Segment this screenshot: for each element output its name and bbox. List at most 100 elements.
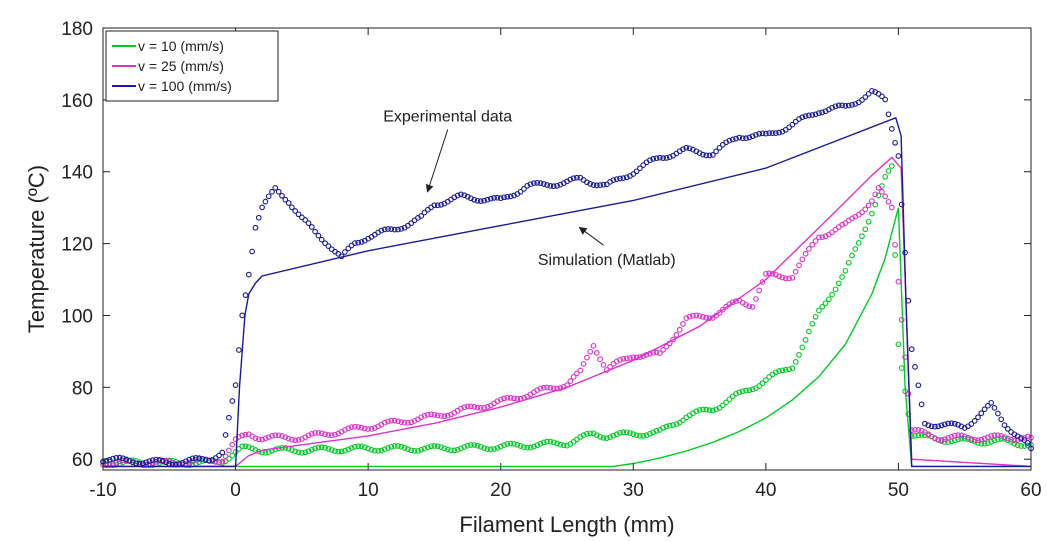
data-point bbox=[192, 455, 199, 461]
data-point bbox=[282, 196, 289, 203]
data-point bbox=[772, 130, 779, 136]
data-point bbox=[683, 315, 690, 321]
data-point bbox=[975, 437, 981, 444]
data-point bbox=[113, 454, 120, 461]
data-point bbox=[799, 114, 806, 121]
data-point bbox=[898, 201, 905, 208]
data-point bbox=[816, 234, 822, 241]
data-point bbox=[829, 229, 835, 236]
data-point bbox=[673, 332, 680, 338]
data-point bbox=[600, 181, 607, 188]
data-point bbox=[401, 445, 408, 451]
data-point bbox=[839, 102, 845, 109]
data-point bbox=[696, 150, 703, 156]
data-point bbox=[613, 176, 620, 182]
data-point bbox=[229, 398, 236, 404]
y-tick-label: 100 bbox=[61, 306, 93, 327]
data-point bbox=[438, 444, 444, 450]
data-point bbox=[746, 134, 753, 141]
data-point bbox=[385, 445, 391, 451]
data-point bbox=[239, 432, 246, 439]
data-point bbox=[1004, 435, 1011, 442]
data-point bbox=[255, 214, 262, 221]
data-point bbox=[763, 130, 769, 137]
data-point bbox=[855, 240, 862, 246]
data-point bbox=[647, 157, 653, 164]
data-point bbox=[802, 113, 809, 119]
data-point bbox=[716, 309, 723, 316]
x-tick-label: 20 bbox=[490, 480, 511, 501]
data-point bbox=[265, 193, 272, 200]
data-point bbox=[491, 446, 497, 452]
data-point bbox=[991, 432, 998, 439]
data-point bbox=[146, 458, 153, 464]
data-point bbox=[501, 442, 507, 448]
data-point bbox=[690, 312, 696, 319]
data-point bbox=[381, 226, 388, 233]
data-point bbox=[514, 395, 521, 402]
data-point bbox=[166, 458, 173, 465]
data-point bbox=[441, 445, 448, 452]
data-point bbox=[441, 413, 448, 420]
data-point bbox=[660, 155, 666, 161]
data-point bbox=[282, 434, 289, 441]
data-point bbox=[865, 202, 872, 209]
data-point bbox=[315, 232, 322, 239]
data-point bbox=[991, 405, 998, 411]
data-point bbox=[504, 441, 511, 447]
data-point bbox=[912, 426, 918, 433]
data-point bbox=[477, 198, 484, 204]
x-tick-label: 0 bbox=[230, 480, 241, 501]
y-tick-label: 80 bbox=[72, 378, 93, 399]
data-point bbox=[408, 220, 415, 227]
data-point bbox=[663, 343, 670, 350]
data-point bbox=[517, 188, 524, 195]
legend-label: v = 25 (mm/s) bbox=[138, 58, 224, 74]
x-tick-label: 60 bbox=[1020, 480, 1041, 501]
data-point bbox=[958, 432, 965, 439]
data-point bbox=[739, 388, 746, 395]
data-point bbox=[869, 88, 875, 94]
data-point bbox=[849, 102, 855, 108]
data-point bbox=[763, 270, 769, 277]
data-point bbox=[812, 313, 819, 320]
data-point bbox=[749, 304, 756, 310]
data-point bbox=[242, 292, 249, 298]
data-point bbox=[431, 202, 438, 209]
y-axis-title: Temperature (ºC) bbox=[24, 165, 49, 333]
data-point bbox=[928, 423, 935, 430]
data-point bbox=[434, 443, 441, 450]
data-point bbox=[378, 227, 385, 234]
annotation-label: Simulation (Matlab) bbox=[538, 252, 676, 269]
data-point bbox=[640, 162, 647, 168]
data-point bbox=[1001, 434, 1008, 440]
data-point bbox=[746, 303, 753, 310]
data-point bbox=[424, 444, 431, 451]
data-point bbox=[408, 419, 415, 426]
data-point bbox=[262, 198, 269, 205]
data-point bbox=[590, 182, 597, 188]
data-point bbox=[302, 449, 309, 456]
data-point bbox=[186, 462, 193, 469]
data-point bbox=[322, 431, 328, 438]
data-point bbox=[845, 259, 852, 266]
data-point bbox=[988, 433, 995, 439]
data-point bbox=[249, 248, 255, 255]
data-point bbox=[279, 433, 285, 439]
simulation-line-v100 bbox=[103, 116, 1031, 468]
data-point bbox=[222, 453, 229, 460]
data-point bbox=[640, 433, 647, 439]
data-point bbox=[935, 423, 942, 430]
x-tick-label: 10 bbox=[358, 480, 379, 501]
data-point bbox=[325, 432, 332, 438]
data-point bbox=[348, 445, 355, 451]
data-point bbox=[733, 298, 739, 304]
data-point bbox=[888, 163, 895, 169]
data-point bbox=[345, 425, 352, 432]
data-point bbox=[971, 437, 978, 443]
data-point bbox=[355, 424, 362, 430]
data-point bbox=[395, 443, 401, 449]
data-point bbox=[474, 442, 481, 449]
data-point bbox=[368, 446, 375, 453]
annotation-label: Experimental data bbox=[383, 108, 512, 125]
